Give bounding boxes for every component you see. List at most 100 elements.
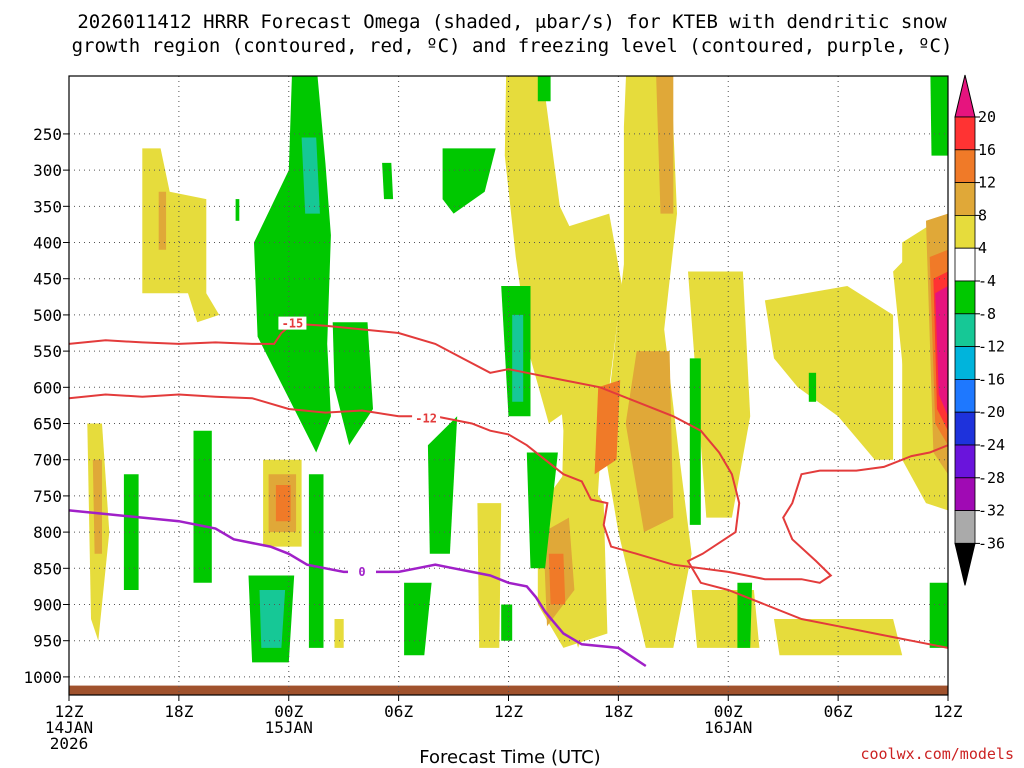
colorbar-under-arrow: [954, 542, 976, 586]
colorbar-bin: [954, 411, 976, 446]
terrain-bar: [69, 685, 948, 695]
omega-region: [334, 619, 344, 648]
contour-label-minus15: -15: [282, 317, 304, 331]
colorbar-bin: [954, 149, 976, 184]
omega-region: [737, 582, 753, 648]
colorbar-label: 12: [978, 174, 996, 192]
colorbar-bin: [954, 510, 976, 544]
omega-region: [92, 459, 102, 554]
x-axis-label: Forecast Time (UTC): [419, 747, 600, 768]
y-tick-label: 300: [33, 161, 62, 180]
contour-label-bg: [278, 316, 307, 330]
omega-region: [259, 590, 286, 648]
colorbar-label: -4: [978, 272, 996, 290]
y-tick-label: 900: [33, 596, 62, 615]
x-tick-label: 06Z: [824, 702, 853, 721]
omega-region: [688, 271, 751, 518]
x-tick-label: 14JAN: [45, 718, 93, 737]
y-tick-label: 850: [33, 559, 62, 578]
omega-region: [427, 416, 458, 554]
omega-region: [235, 199, 240, 221]
colorbar-bin: [954, 116, 976, 151]
x-tick-label: 16JAN: [704, 718, 752, 737]
x-tick-label: 00Z: [274, 702, 303, 721]
colorbar-bin: [954, 313, 976, 347]
omega-region: [537, 76, 551, 102]
colorbar-bin: [954, 182, 976, 216]
omega-region: [930, 76, 948, 156]
colorbar-bin: [954, 214, 976, 249]
colorbar-label: -24: [978, 436, 1005, 454]
chart-title: 2026011412 HRRR Forecast Omega (shaded, …: [77, 11, 947, 33]
dgz-contour: [69, 322, 948, 649]
omega-region: [689, 358, 701, 525]
colorbar-label: -16: [978, 370, 1005, 388]
x-tick-label: 12Z: [55, 702, 84, 721]
y-tick-label: 700: [33, 451, 62, 470]
colorbar-bin: [954, 477, 976, 511]
x-tick-label: 2026: [50, 734, 89, 753]
y-tick-label: 350: [33, 197, 62, 216]
contour-label-minus12: -12: [415, 411, 437, 425]
colorbar-bin: [954, 247, 976, 282]
y-tick-label: 800: [33, 523, 62, 542]
x-tick-label: 00Z: [714, 702, 743, 721]
y-tick-label: 550: [33, 342, 62, 361]
colorbar-label: 8: [978, 206, 987, 224]
y-tick-label: 450: [33, 270, 62, 289]
omega-region: [404, 582, 432, 656]
freezing-level-contour: [69, 509, 647, 668]
omega-region: [442, 148, 496, 214]
contour-label-bg: [412, 411, 441, 425]
y-tick-label: 250: [33, 125, 62, 144]
x-tick-label: 18Z: [164, 702, 193, 721]
x-tick-label: 12Z: [934, 702, 963, 721]
omega-region: [548, 553, 566, 605]
x-tick-label: 12Z: [494, 702, 523, 721]
y-tick-label: 400: [33, 234, 62, 253]
colorbar-bin: [954, 280, 976, 315]
omega-region: [123, 474, 139, 590]
chart-title: growth region (contoured, red, ºC) and f…: [72, 35, 953, 57]
y-tick-label: 1000: [23, 668, 62, 687]
omega-region: [254, 76, 331, 453]
colorbar-label: -32: [978, 502, 1005, 520]
plot-area: [69, 76, 948, 695]
colorbar-label: -20: [978, 403, 1005, 421]
y-tick-label: 950: [33, 632, 62, 651]
omega-region: [382, 162, 394, 200]
omega-region: [929, 582, 948, 648]
x-tick-label: 15JAN: [265, 718, 313, 737]
omega-region: [301, 137, 320, 214]
omega-region: [774, 619, 903, 656]
omega-region: [935, 286, 948, 417]
colorbar-over-arrow: [954, 74, 976, 118]
colorbar-label: -36: [978, 534, 1005, 552]
omega-region: [594, 380, 621, 475]
colorbar-bin: [954, 378, 976, 413]
omega-region: [512, 314, 524, 402]
omega-region: [656, 76, 674, 214]
omega-region: [808, 372, 817, 402]
dgz-contour: [69, 393, 948, 584]
colorbar-label: 20: [978, 108, 996, 126]
x-tick-label: 18Z: [604, 702, 633, 721]
colorbar-label: -12: [978, 338, 1005, 356]
omega-region: [158, 191, 167, 250]
colorbar-label: 4: [978, 239, 987, 257]
omega-region: [332, 322, 373, 446]
omega-region: [764, 286, 894, 460]
omega-region: [193, 430, 212, 583]
omega-region: [501, 604, 513, 641]
contour-label-bg: [348, 564, 376, 578]
colorbar-label: 16: [978, 141, 996, 159]
colorbar-bin: [954, 444, 976, 479]
y-tick-label: 500: [33, 306, 62, 325]
contour-label-freezing: 0: [358, 565, 365, 579]
omega-region: [275, 485, 291, 522]
omega-region: [625, 351, 674, 533]
colorbar-label: -28: [978, 469, 1005, 487]
credit-text: coolwx.com/models: [860, 745, 1014, 763]
x-tick-label: 06Z: [384, 702, 413, 721]
